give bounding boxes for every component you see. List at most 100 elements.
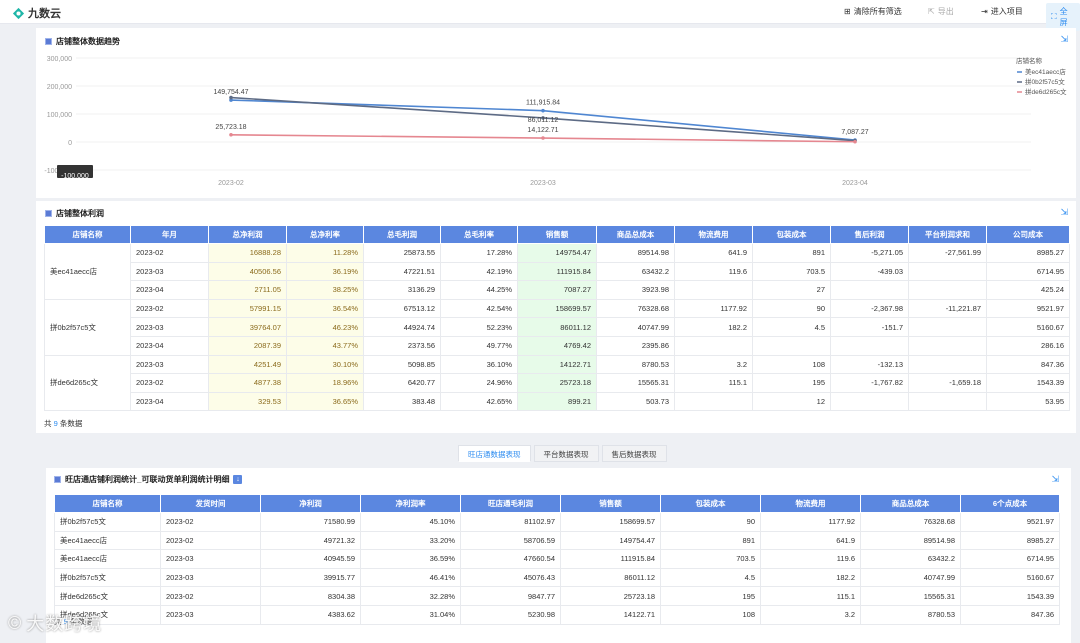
series-point [229,98,233,102]
table-cell [674,335,753,356]
table-cell: 503.73 [596,391,675,412]
table-cell: 2023-04 [130,391,209,412]
section-icon [45,210,52,217]
x-tick-label: 2023-03 [530,180,556,187]
table-cell: 703.5 [752,261,831,282]
table-cell: 4769.42 [517,335,597,356]
table-cell: 14122.71 [517,354,597,375]
tab-aftersale-data[interactable]: 售后数据表现 [601,445,667,462]
column-header[interactable]: 公司成本 [986,225,1070,244]
data-label: 25,723.18 [215,124,246,131]
clear-filters-button[interactable]: ⊞ 清除所有筛选 [844,6,902,17]
table-cell: 891 [660,530,761,551]
table-cell [908,391,987,412]
table-cell: 119.6 [674,261,753,282]
table-row: 拼de6d265c文 2023-02 8304.38 32.28% 9847.77 257… [54,586,1060,606]
detail-profit-card: 旺店通店铺利润统计_可联动货单利润统计明细 ↓ ⇲ 店铺名称 发货时间 净利润 净利润… [46,468,1071,643]
table-cell: 2023-02 [130,243,209,263]
column-header[interactable]: 售后利润 [830,225,909,244]
table-cell: 182.2 [674,317,753,337]
count-suffix: 条数据 [69,617,93,626]
table-cell: 71580.99 [260,512,361,532]
data-label: 86,011.12 [528,117,559,124]
table-cell: 39915.77 [260,567,361,588]
link-icon[interactable]: ⇲ [1060,34,1068,44]
column-header[interactable]: 年月 [130,225,209,244]
column-header[interactable]: 净利润 [260,494,361,513]
table-cell: 115.1 [674,373,753,393]
data-tabs: 旺店通数据表现 平台数据表现 售后数据表现 [458,445,667,462]
table-cell: -11,221.87 [908,298,987,319]
table-cell: 40506.56 [208,261,287,282]
table-cell: 2023-02 [160,530,261,551]
column-header[interactable]: 总净利率 [286,225,364,244]
table-cell: 2023-03 [160,604,261,625]
table-cell: 115.1 [760,586,861,606]
column-header[interactable]: 商品总成本 [860,494,961,513]
app-logo[interactable]: 九数云 [12,5,61,21]
watermark-text: 大数跨境 [26,614,103,634]
column-header[interactable]: 旺店通毛利润 [460,494,561,513]
table-cell: 4.5 [752,317,831,337]
section-icon [54,476,61,483]
table-cell: 30.10% [286,354,364,375]
table-cell: 拼de6d265c文 [54,586,161,606]
table-cell: 47221.51 [363,261,441,282]
table-row: 拼de6d265c文 2023-03 4251.49 30.10% 5098.85 36.… [44,354,1070,412]
column-header[interactable]: 总毛利率 [440,225,518,244]
column-header[interactable]: 包装成本 [752,225,831,244]
link-icon[interactable]: ⇲ [1051,474,1059,484]
download-icon[interactable]: ↓ [233,475,243,484]
column-header[interactable]: 物流费用 [760,494,861,513]
logo-text: 九数云 [28,8,61,20]
table-cell: 45.10% [360,512,461,532]
tab-wdt-data[interactable]: 旺店通数据表现 [458,445,531,462]
table-cell: 4383.62 [260,604,361,625]
column-header[interactable]: 6个点成本 [960,494,1060,513]
tab-platform-data[interactable]: 平台数据表现 [533,445,599,462]
section-icon [45,38,52,45]
table-cell: 5160.67 [960,567,1060,588]
x-tick-label: 2023-04 [842,180,868,187]
table-row: 美ec41aecc店 2023-02 16888.28 11.28% 25873.55 1… [44,243,1070,300]
table-cell: 847.36 [986,354,1070,375]
link-icon[interactable]: ⇲ [1060,207,1068,217]
column-header[interactable]: 物流费用 [674,225,753,244]
tooltip-box [57,165,93,178]
fullscreen-button[interactable]: ⛶ 全屏 [1046,3,1080,31]
table-cell: 8780.53 [596,354,675,375]
column-header[interactable]: 发货时间 [160,494,261,513]
trend-chart-title: 店铺整体数据趋势 [45,36,120,47]
column-header[interactable]: 销售额 [517,225,597,244]
y-tick-label: 0 [68,140,72,147]
table-cell: 4251.49 [208,354,287,375]
export-button[interactable]: ⇱ 导出 [928,6,954,17]
table-cell: 58706.59 [460,530,561,551]
table-cell: 8985.27 [986,243,1070,263]
column-header[interactable]: 总毛利润 [363,225,441,244]
table-row: 2023-04 2087.39 43.77% 2373.56 49.77% 4769.42… [45,335,1070,356]
table-cell: 2395.86 [596,335,675,356]
table-cell: 108 [660,604,761,625]
column-header[interactable]: 商品总成本 [596,225,675,244]
table-cell: 40945.59 [260,549,361,569]
table-cell: 18.96% [286,373,364,393]
series-point [229,95,233,100]
column-header[interactable]: 店铺名称 [44,225,131,244]
column-header[interactable]: 总净利润 [208,225,287,244]
series-point [541,116,545,120]
column-header[interactable]: 包装成本 [660,494,761,513]
data-label: 149,754.47 [213,89,248,96]
table-cell: 33.20% [360,530,461,551]
table-cell: 81102.97 [460,512,561,532]
enter-project-button[interactable]: ⇥ 进入项目 [981,6,1023,17]
table-cell: 38.25% [286,280,364,300]
column-header[interactable]: 净利润率 [360,494,461,513]
table-cell: 47660.54 [460,549,561,569]
column-header[interactable]: 销售额 [560,494,661,513]
table-cell: 14122.71 [560,604,661,625]
column-header[interactable]: 店铺名称 [54,494,161,513]
column-header[interactable]: 平台利润求和 [908,225,987,244]
table-cell: 1543.39 [960,586,1060,606]
table-cell: 149754.47 [517,243,597,263]
